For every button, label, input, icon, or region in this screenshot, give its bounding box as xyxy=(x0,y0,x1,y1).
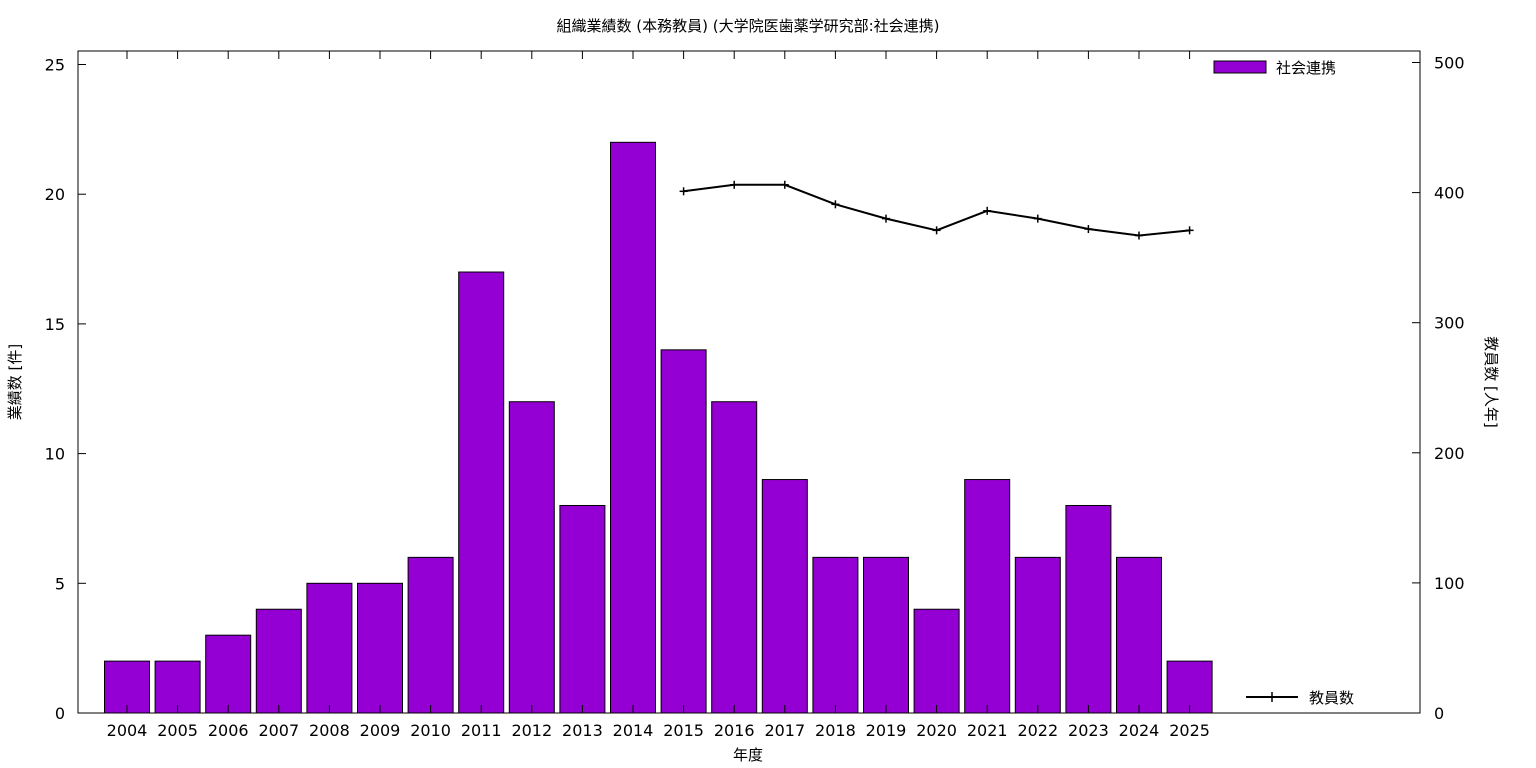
legend-line: 教員数 xyxy=(1246,689,1354,707)
y-tick-label: 20 xyxy=(45,185,65,204)
x-tick-label: 2015 xyxy=(663,721,704,740)
x-tick-label: 2012 xyxy=(511,721,552,740)
x-tick-label: 2016 xyxy=(714,721,755,740)
bar-2013 xyxy=(559,504,606,714)
bar-2010 xyxy=(407,556,454,714)
y-tick-label: 0 xyxy=(55,704,65,723)
bar-2014 xyxy=(610,141,656,714)
legend-bar-swatch xyxy=(1213,60,1267,74)
bar-2008 xyxy=(306,582,353,714)
x-tick-label: 2023 xyxy=(1068,721,1109,740)
legend-bar: 社会連携 xyxy=(1213,59,1336,77)
y-tick-label: 10 xyxy=(45,445,65,464)
y2-axis-label: 教員数 [人年] xyxy=(1482,336,1500,427)
x-tick-label: 2017 xyxy=(764,721,805,740)
bar-2015 xyxy=(660,349,707,714)
bar-2025 xyxy=(1166,660,1213,714)
x-tick-label: 2014 xyxy=(613,721,654,740)
x-tick-label: 2019 xyxy=(866,721,907,740)
x-tick-label: 2022 xyxy=(1017,721,1058,740)
x-tick-label: 2018 xyxy=(815,721,856,740)
x-axis-label: 年度 xyxy=(733,746,763,764)
bars-group xyxy=(104,141,1213,714)
y2-tick-label: 200 xyxy=(1434,444,1465,463)
y2-tick-label: 100 xyxy=(1434,574,1465,593)
line-series-group xyxy=(679,180,1194,240)
bar-2016 xyxy=(711,401,758,714)
x-tick-label: 2024 xyxy=(1119,721,1160,740)
bar-2021 xyxy=(964,479,1011,714)
bar-2020 xyxy=(913,608,960,714)
x-tick-label: 2006 xyxy=(208,721,249,740)
bar-2022 xyxy=(1014,556,1061,714)
x-tick-label: 2005 xyxy=(157,721,198,740)
x-tick-label: 2010 xyxy=(410,721,451,740)
bar-2006 xyxy=(205,634,252,714)
x-tick-label: 2007 xyxy=(258,721,299,740)
legend-bar-label: 社会連携 xyxy=(1276,59,1336,77)
y-tick-label: 5 xyxy=(55,574,65,593)
x-tick-label: 2013 xyxy=(562,721,603,740)
bar-2012 xyxy=(508,401,555,714)
x-tick-label: 2009 xyxy=(360,721,401,740)
x-tick-label: 2011 xyxy=(461,721,502,740)
x-tick-label: 2008 xyxy=(309,721,350,740)
y2-tick-label: 300 xyxy=(1434,314,1465,333)
y-tick-label: 25 xyxy=(45,56,65,75)
bar-2011 xyxy=(458,271,505,714)
bar-2009 xyxy=(357,582,403,714)
bar-2017 xyxy=(761,479,808,714)
x-tick-label: 2020 xyxy=(916,721,957,740)
bar-2005 xyxy=(154,660,201,714)
x-tick-label: 2021 xyxy=(967,721,1008,740)
y2-tick-label: 500 xyxy=(1434,54,1465,73)
legend-line-label: 教員数 xyxy=(1309,689,1354,707)
bar-2019 xyxy=(863,556,909,714)
bar-2007 xyxy=(255,608,302,714)
x-tick-label: 2004 xyxy=(107,721,148,740)
y2-tick-label: 400 xyxy=(1434,184,1465,203)
x-tick-label: 2025 xyxy=(1169,721,1210,740)
y-tick-label: 15 xyxy=(45,315,65,334)
chart-title: 組織業績数 (本務教員) (大学院医歯薬学研究部:社会連携) xyxy=(556,17,939,35)
bar-2018 xyxy=(812,556,859,714)
y2-tick-label: 0 xyxy=(1434,704,1444,723)
bar-2024 xyxy=(1116,556,1162,714)
bar-2023 xyxy=(1065,504,1112,714)
y-axis-label: 業績数 [件] xyxy=(6,344,24,420)
